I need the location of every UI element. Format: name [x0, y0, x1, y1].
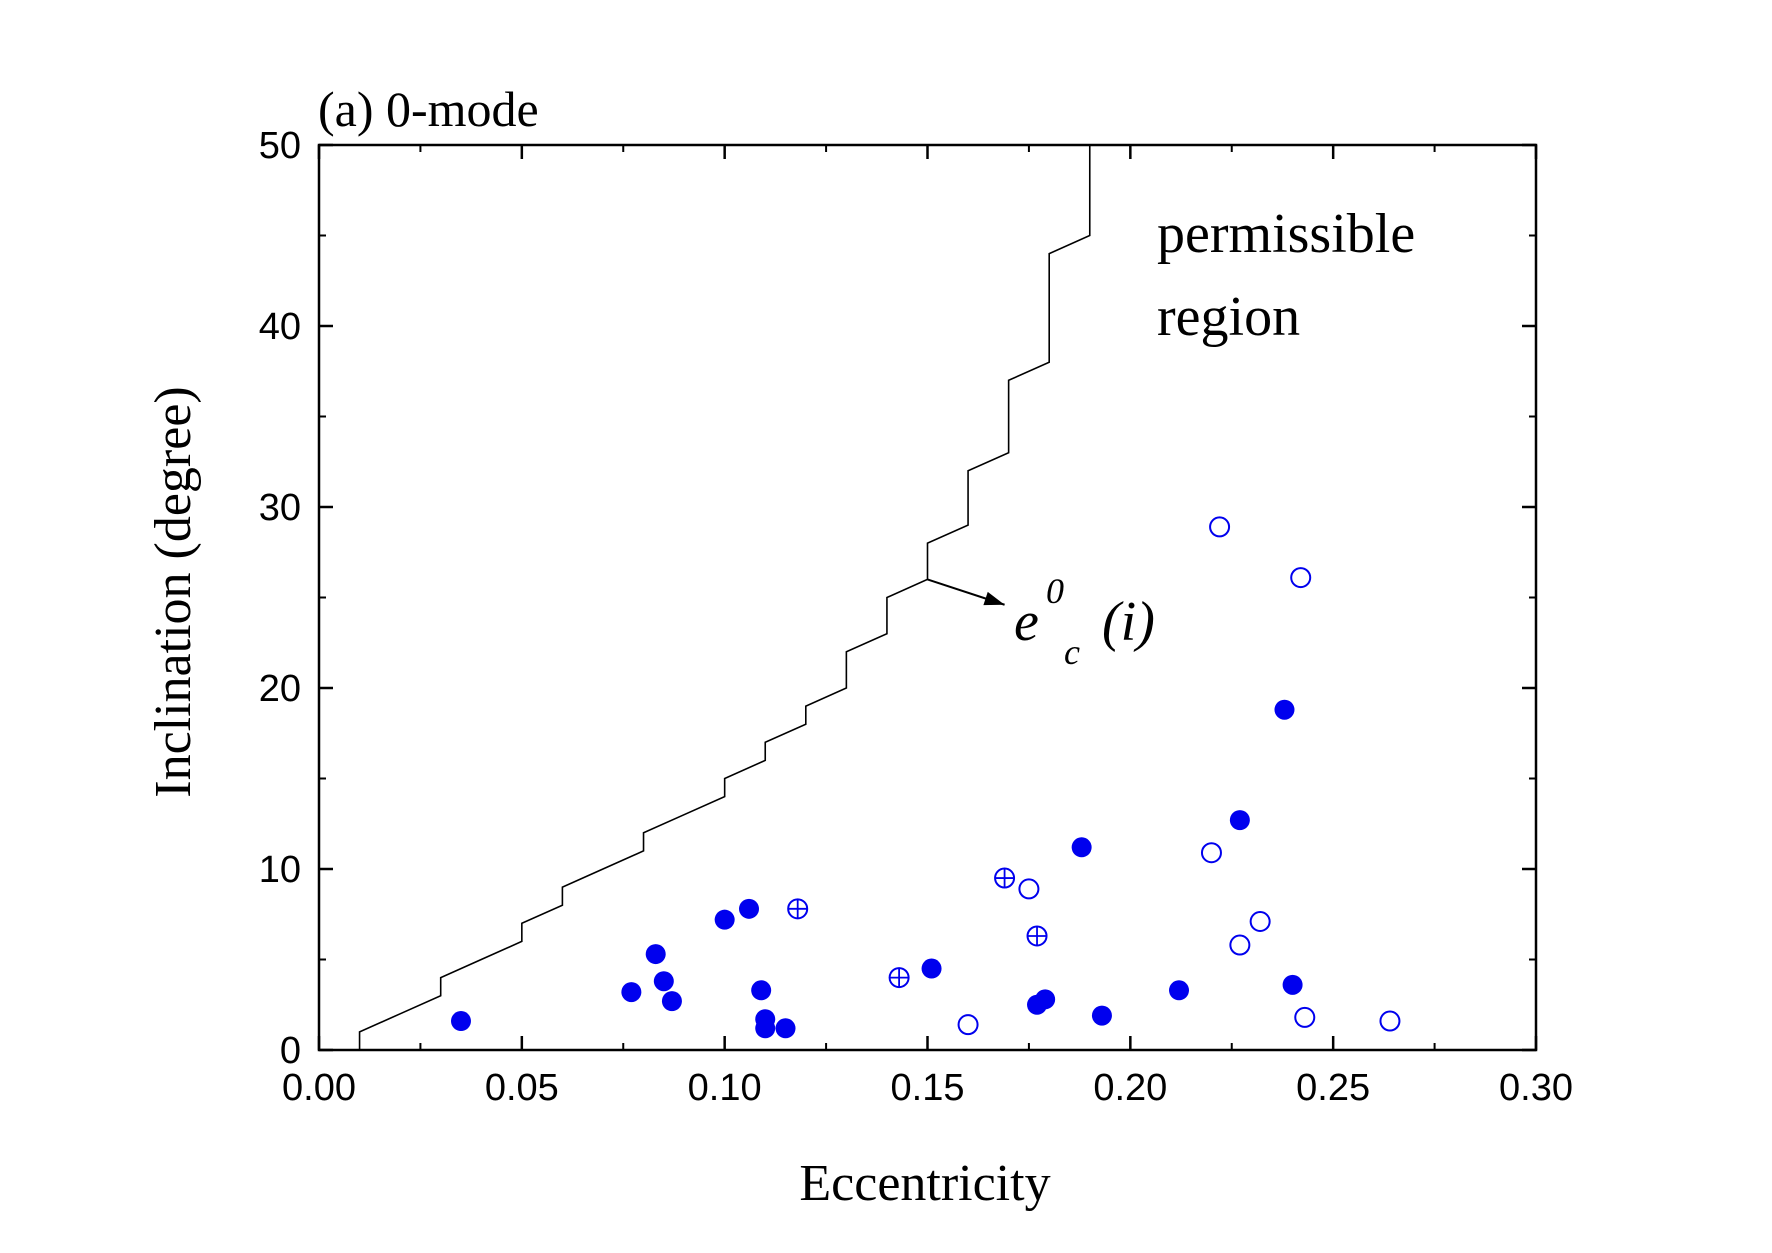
- y-tick-label: 20: [259, 668, 301, 710]
- data-point-filled: [1274, 699, 1295, 720]
- data-point-open: [1209, 516, 1231, 538]
- data-point-open: [1294, 1006, 1316, 1028]
- x-axis-title: Eccentricity: [799, 1155, 1050, 1212]
- x-tick-label: 0.10: [688, 1067, 762, 1109]
- data-point-crossed: [888, 967, 910, 989]
- data-point-filled: [1091, 1005, 1112, 1026]
- data-point-filled: [751, 980, 772, 1001]
- data-point-open: [1249, 910, 1271, 932]
- data-point-crossed: [787, 898, 809, 920]
- x-tick-label: 0.20: [1093, 1067, 1167, 1109]
- plot-frame: [317, 143, 1538, 1052]
- data-point-filled: [645, 944, 666, 965]
- data-point-open: [1229, 934, 1251, 956]
- data-point-open: [1200, 842, 1222, 864]
- data-point-filled: [1229, 810, 1250, 831]
- critical-curve-layer: [358, 145, 1091, 1050]
- data-point-filled: [1035, 989, 1056, 1010]
- data-point-filled: [653, 971, 674, 992]
- data-point-open: [957, 1014, 979, 1036]
- region-label-line-1: permissible: [1157, 203, 1415, 265]
- y-tick-label: 30: [259, 487, 301, 529]
- data-point-crossed: [994, 867, 1016, 889]
- data-point-filled: [755, 1018, 776, 1039]
- y-tick-label: 40: [259, 306, 301, 348]
- data-point-filled: [661, 991, 682, 1012]
- data-point-filled: [1169, 980, 1190, 1001]
- data-points-layer: [450, 516, 1401, 1039]
- data-point-filled: [1071, 837, 1092, 858]
- plot-area: [317, 143, 1538, 1052]
- x-tick-label: 0.05: [485, 1067, 559, 1109]
- chart-title: (a) 0-mode: [318, 81, 539, 137]
- data-point-filled: [1282, 974, 1303, 995]
- region-label-line-2: region: [1157, 286, 1300, 348]
- data-point-filled: [739, 898, 760, 919]
- curve-label: e 0 c (i): [1014, 571, 1155, 672]
- data-point-filled: [450, 1011, 471, 1032]
- x-tick-label: 0.15: [891, 1067, 965, 1109]
- data-point-filled: [921, 958, 942, 979]
- y-tick-label: 50: [259, 125, 301, 167]
- x-tick-label: 0.00: [282, 1067, 356, 1109]
- data-point-filled: [621, 982, 642, 1003]
- curve-label-subscript: c: [1064, 632, 1080, 672]
- curve-label-superscript: 0: [1046, 571, 1064, 611]
- critical-curve-line: [358, 145, 1091, 1050]
- curve-label-base: e: [1014, 591, 1039, 653]
- data-point-open: [1018, 878, 1040, 900]
- axis-ticks: 0.00 0.05 0.10 0.15 0.20 0.25 0.30 0 10 20 30 40 50: [259, 125, 1573, 1109]
- curve-label-argument: (i): [1102, 591, 1155, 653]
- data-point-open: [1290, 567, 1312, 589]
- y-tick-label: 0: [280, 1030, 301, 1072]
- data-point-filled: [775, 1018, 796, 1039]
- annotation-arrow-head: [983, 591, 1005, 606]
- y-axis-title: Inclination (degree): [145, 386, 202, 797]
- data-point-filled: [714, 909, 735, 930]
- x-tick-label: 0.25: [1296, 1067, 1370, 1109]
- data-point-crossed: [1026, 925, 1048, 947]
- data-point-open: [1379, 1010, 1401, 1032]
- y-tick-label: 10: [259, 849, 301, 891]
- x-tick-label: 0.30: [1499, 1067, 1573, 1109]
